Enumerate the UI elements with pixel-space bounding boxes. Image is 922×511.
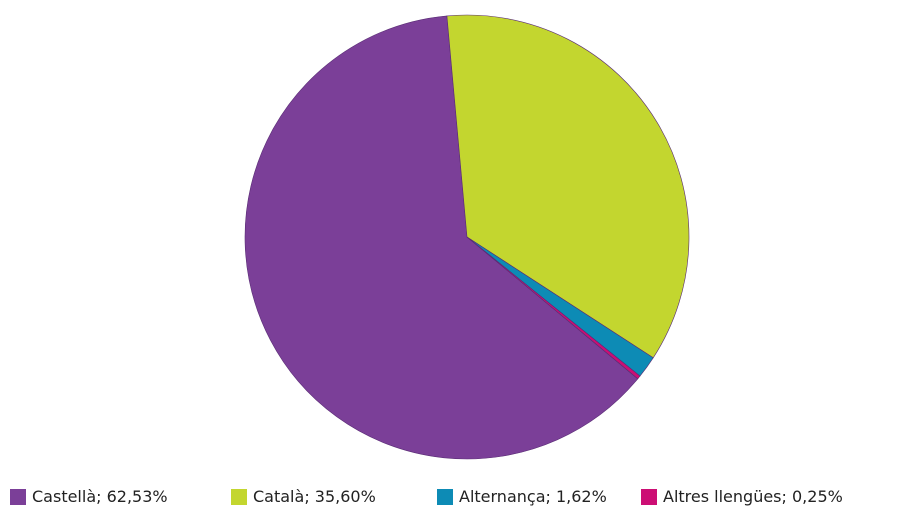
legend-value: 35,60% xyxy=(315,487,376,506)
legend-swatch xyxy=(437,489,453,505)
legend-value: 1,62% xyxy=(556,487,607,506)
legend-value: 62,53% xyxy=(107,487,168,506)
legend-separator: ; xyxy=(96,487,106,506)
legend-swatch xyxy=(641,489,657,505)
legend-label: Alternança; 1,62% xyxy=(459,487,607,506)
legend-name: Alternança xyxy=(459,487,546,506)
legend-label: Català; 35,60% xyxy=(253,487,376,506)
pie-slice xyxy=(244,15,639,460)
legend-value: 0,25% xyxy=(792,487,843,506)
legend-separator: ; xyxy=(546,487,556,506)
legend-swatch xyxy=(10,489,26,505)
legend-swatch xyxy=(231,489,247,505)
legend-separator: ; xyxy=(304,487,314,506)
legend-name: Català xyxy=(253,487,304,506)
pie-slice xyxy=(466,236,641,380)
legend-label: Castellà; 62,53% xyxy=(32,487,168,506)
legend-label: Altres llengües; 0,25% xyxy=(663,487,843,506)
legend-name: Castellà xyxy=(32,487,96,506)
legend-name: Altres llengües xyxy=(663,487,782,506)
pie-slice xyxy=(446,14,690,359)
legend-separator: ; xyxy=(782,487,792,506)
